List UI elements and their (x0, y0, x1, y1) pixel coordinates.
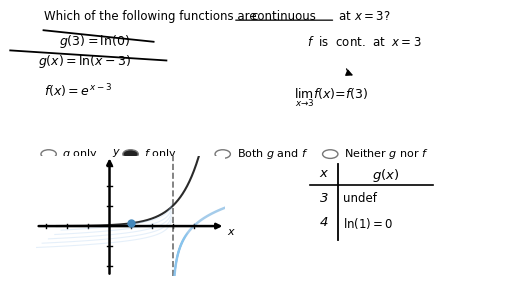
Text: continuous: continuous (252, 10, 316, 23)
Text: $x$: $x$ (318, 167, 329, 180)
Text: $g$ only: $g$ only (62, 147, 98, 161)
Text: $f(x) = e^{x-3}$: $f(x) = e^{x-3}$ (44, 82, 112, 100)
Text: at $x = 3$?: at $x = 3$? (335, 10, 391, 23)
Text: Both $g$ and $f$: Both $g$ and $f$ (237, 147, 308, 161)
Text: $g(x)$: $g(x)$ (372, 167, 399, 184)
Text: $f$ only: $f$ only (144, 147, 177, 161)
Text: $\lim_{x \to 3} f(x) = f(3)$: $\lim_{x \to 3} f(x) = f(3)$ (294, 86, 369, 109)
Text: $x$: $x$ (227, 227, 237, 237)
Text: undef: undef (343, 192, 377, 204)
Text: 4: 4 (319, 216, 328, 229)
Circle shape (123, 150, 138, 158)
Text: Neither $g$ nor $f$: Neither $g$ nor $f$ (344, 147, 429, 161)
Text: $\ln(1) = 0$: $\ln(1) = 0$ (343, 216, 393, 231)
Text: $g(x) = \ln(x-3)$: $g(x) = \ln(x-3)$ (38, 53, 131, 70)
Text: $f$  is  cont.  at  $x = 3$: $f$ is cont. at $x = 3$ (307, 35, 422, 49)
Text: Which of the following functions are: Which of the following functions are (44, 10, 260, 23)
Text: $g(3) = \ln(0)$: $g(3) = \ln(0)$ (59, 33, 130, 50)
Text: 3: 3 (319, 192, 328, 204)
Text: $y$: $y$ (112, 147, 121, 158)
